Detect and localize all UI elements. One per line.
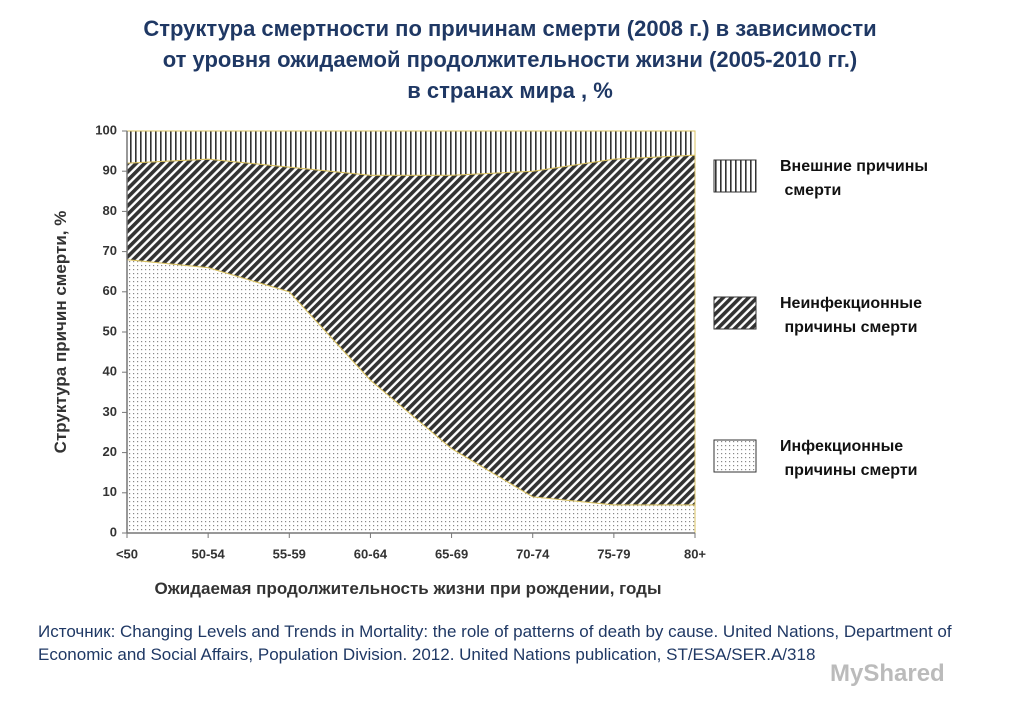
y-tick-label: 20 <box>103 444 117 459</box>
y-tick-label: 70 <box>103 243 117 258</box>
x-tick-label: 55-59 <box>273 546 306 561</box>
x-tick-label: 70-74 <box>516 546 550 561</box>
y-tick-label: 30 <box>103 404 117 419</box>
y-tick-label: 90 <box>103 163 117 178</box>
legend-label: Внешние причины смерти <box>780 158 928 199</box>
legend-label: Неинфекционные причины смерти <box>780 295 922 336</box>
chart-title: Структура смертности по причинам смерти … <box>143 16 876 41</box>
x-tick-label: 75-79 <box>597 546 630 561</box>
x-tick-label: 60-64 <box>354 546 388 561</box>
y-tick-label: 0 <box>110 524 117 539</box>
legend-label: Инфекционные причины смерти <box>780 438 917 479</box>
legend-swatch <box>713 296 757 330</box>
x-tick-label: 80+ <box>684 546 706 561</box>
y-axis-label: Структура причин смерти, % <box>51 211 70 454</box>
y-tick-label: 80 <box>103 203 117 218</box>
chart-title: в странах мира , % <box>407 78 613 103</box>
watermark: MyShared <box>830 660 945 687</box>
legend-swatch <box>713 439 757 473</box>
area <box>126 130 696 176</box>
y-tick-label: 100 <box>95 122 117 137</box>
x-axis-label: Ожидаемая продолжительность жизни при ро… <box>155 579 662 598</box>
chart-title: от уровня ожидаемой продолжительности жи… <box>163 47 857 72</box>
x-tick-label: <50 <box>116 546 138 561</box>
legend-swatch <box>713 159 757 193</box>
y-tick-label: 10 <box>103 484 117 499</box>
y-tick-label: 50 <box>103 323 117 338</box>
source-note: Источник: Changing Levels and Trends in … <box>38 622 952 664</box>
y-tick-label: 40 <box>103 364 117 379</box>
x-tick-label: 50-54 <box>192 546 226 561</box>
x-tick-label: 65-69 <box>435 546 468 561</box>
y-tick-label: 60 <box>103 283 117 298</box>
